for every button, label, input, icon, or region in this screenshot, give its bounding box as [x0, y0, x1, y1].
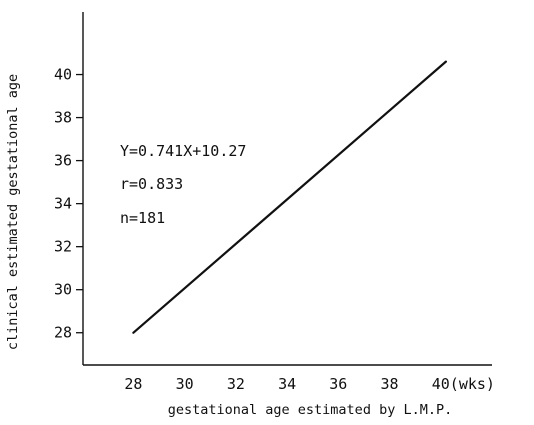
y-tick-label: 34	[54, 195, 72, 213]
y-tick-label: 30	[54, 281, 72, 299]
x-axis-title: gestational age estimated by L.M.P.	[168, 402, 452, 418]
x-tick-label: 34	[278, 375, 296, 393]
annotation-equation: Y=0.741X+10.27	[120, 142, 246, 160]
y-axis-ticks: 28 30 32 34 36 38 40	[54, 66, 83, 342]
series-layer	[132, 60, 447, 334]
y-tick-label: 38	[54, 109, 72, 127]
annotation-r: r=0.833	[120, 175, 183, 193]
x-tick-label: 30	[176, 375, 194, 393]
x-tick-label: 32	[227, 375, 245, 393]
x-tick-label: 28	[124, 375, 142, 393]
x-tick-label: 36	[329, 375, 347, 393]
annotation-n: n=181	[120, 209, 165, 227]
y-axis-title: clinical estimated gestational age	[5, 74, 21, 350]
x-tick-label: 38	[381, 375, 399, 393]
regression-line	[132, 60, 447, 334]
y-tick-label: 28	[54, 324, 72, 342]
y-tick-label: 40	[54, 66, 72, 84]
y-tick-label: 32	[54, 238, 72, 256]
x-tick-label: 40(wks)	[432, 375, 495, 393]
y-tick-label: 36	[54, 152, 72, 170]
x-axis-ticks: 28 30 32 34 36 38 40(wks)	[124, 375, 495, 393]
